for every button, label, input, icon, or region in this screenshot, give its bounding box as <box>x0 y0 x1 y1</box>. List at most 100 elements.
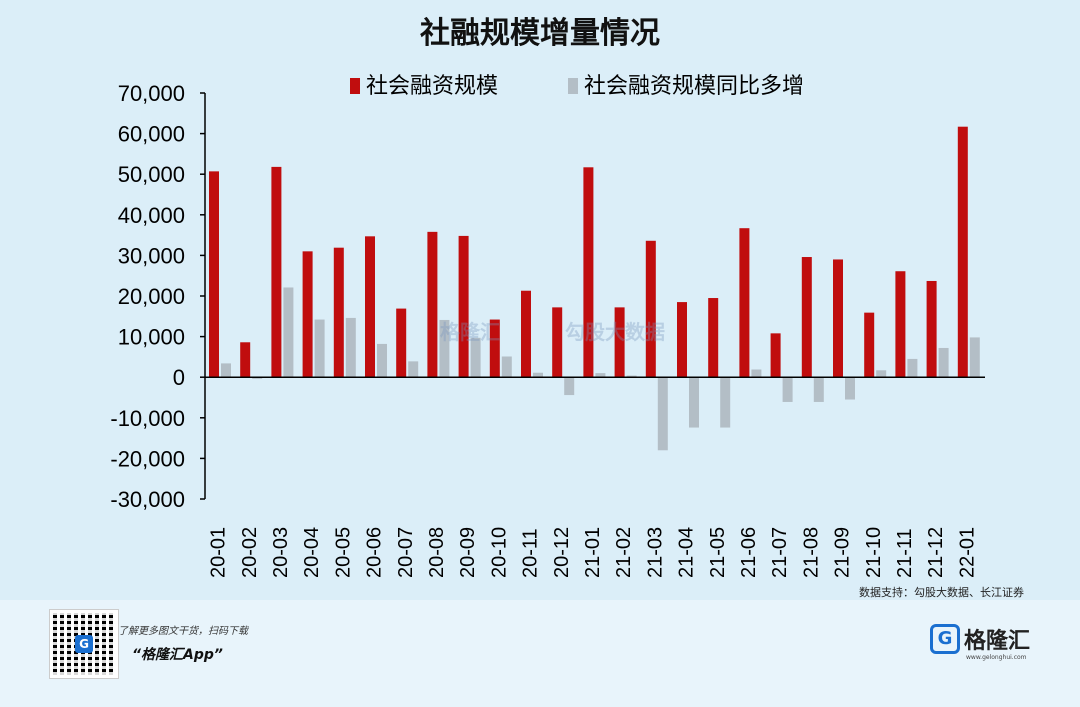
x-tick-label: 20-03 <box>270 527 292 578</box>
bar-yoy-increase <box>345 317 356 378</box>
footer <box>0 600 1080 707</box>
y-tick-label: -10,000 <box>110 406 185 431</box>
bar-yoy-increase <box>252 377 263 379</box>
bar-yoy-increase <box>689 377 699 428</box>
bar-yoy-increase <box>720 377 731 428</box>
x-tick-label: 20-11 <box>520 528 542 578</box>
bar-yoy-increase <box>377 343 387 378</box>
bar-yoy-increase <box>969 337 980 378</box>
bar-social-financing <box>302 251 313 378</box>
bar-yoy-increase <box>938 347 949 378</box>
x-tick-label: 20-07 <box>395 527 417 578</box>
x-tick-label: 21-02 <box>613 527 635 578</box>
bar-yoy-increase <box>595 373 606 378</box>
bar-social-financing <box>365 236 375 378</box>
bar-yoy-increase <box>221 363 231 378</box>
bar-social-financing <box>739 228 750 378</box>
y-tick-label: 30,000 <box>118 243 185 268</box>
legend-label-social-financing: 社会融资规模 <box>366 74 498 99</box>
legend-swatch-yoy-increase <box>568 78 578 94</box>
bar-yoy-increase <box>813 377 824 402</box>
bar-social-financing <box>645 240 656 378</box>
x-tick-label: 20-10 <box>488 527 510 578</box>
x-tick-label: 21-07 <box>769 527 791 578</box>
bar-yoy-increase <box>314 319 325 378</box>
x-tick-label: 20-01 <box>208 527 230 578</box>
brand-url: www.gelonghui.com <box>966 654 1027 661</box>
bar-social-financing <box>677 302 687 378</box>
bar-social-financing <box>458 235 469 378</box>
bar-social-financing <box>583 167 594 378</box>
x-tick-label: 21-04 <box>676 527 698 578</box>
footer-app-name: “格隆汇App” <box>132 647 223 663</box>
bar-social-financing <box>614 307 625 378</box>
x-tick-label: 21-08 <box>800 527 822 578</box>
bar-yoy-increase <box>283 287 294 378</box>
x-tick-label: 21-09 <box>832 527 854 578</box>
x-tick-label: 20-04 <box>301 527 323 578</box>
watermark-gelonghui: 格隆汇 <box>440 320 500 344</box>
watermark-gougu: 勾股大数据 <box>565 320 665 344</box>
bar-yoy-increase <box>876 370 887 378</box>
brand-g-icon: G <box>930 624 960 654</box>
legend-swatch-social-financing <box>350 78 360 94</box>
x-tick-label: 22-01 <box>956 527 978 578</box>
bar-yoy-increase <box>564 377 575 396</box>
bar-social-financing <box>833 259 843 378</box>
x-tick-label: 21-03 <box>644 527 666 578</box>
y-tick-label: 20,000 <box>118 284 185 309</box>
y-tick-label: 40,000 <box>118 203 185 228</box>
x-tick-label: 20-12 <box>551 527 573 578</box>
bar-social-financing <box>895 271 906 378</box>
bar-yoy-increase <box>408 361 419 378</box>
brand-logo: G 格隆汇 <box>930 622 1030 656</box>
qr-logo-icon: G <box>75 635 93 653</box>
bar-yoy-increase <box>751 369 762 378</box>
bar-social-financing <box>396 308 407 378</box>
x-tick-label: 21-11 <box>894 528 916 578</box>
bar-yoy-increase <box>907 358 918 378</box>
y-tick-label: 0 <box>173 365 185 390</box>
x-tick-label: 21-10 <box>863 527 885 578</box>
bar-yoy-increase <box>439 319 450 378</box>
y-tick-label: -20,000 <box>110 446 185 471</box>
x-tick-label: 20-09 <box>457 527 479 578</box>
bar-yoy-increase <box>533 372 543 378</box>
bar-social-financing <box>427 231 438 378</box>
bar-social-financing <box>957 126 968 378</box>
chart-title: 社融规模增量情况 <box>420 16 660 51</box>
bar-social-financing <box>209 171 219 378</box>
y-tick-label: 70,000 <box>118 81 185 106</box>
legend-label-yoy-increase: 社会融资规模同比多增 <box>584 74 804 99</box>
bar-yoy-increase <box>470 337 481 378</box>
qr-code: G <box>50 610 118 678</box>
bar-social-financing <box>271 166 282 378</box>
x-tick-label: 20-08 <box>426 527 448 578</box>
x-tick-label: 20-06 <box>364 527 386 578</box>
bar-social-financing <box>864 312 875 378</box>
bar-yoy-increase <box>782 377 793 402</box>
footer-download-hint: 了解更多图文干货，扫码下载 <box>118 626 248 637</box>
bar-social-financing <box>770 333 781 378</box>
y-tick-label: -30,000 <box>110 487 185 512</box>
y-tick-label: 50,000 <box>118 162 185 187</box>
bar-social-financing <box>552 307 563 378</box>
bar-social-financing <box>801 257 812 378</box>
x-tick-label: 20-02 <box>239 527 261 578</box>
bar-yoy-increase <box>657 377 668 451</box>
x-tick-label: 21-12 <box>925 527 947 578</box>
bar-social-financing <box>333 247 344 378</box>
bar-social-financing <box>521 290 531 378</box>
bar-yoy-increase <box>845 377 855 400</box>
source-note: 数据支持：勾股大数据、长江证券 <box>859 586 1024 599</box>
x-tick-label: 21-06 <box>738 527 760 578</box>
bar-social-financing <box>926 280 937 378</box>
x-tick-label: 21-01 <box>582 527 604 578</box>
bar-social-financing <box>489 319 500 378</box>
bar-yoy-increase <box>501 356 512 378</box>
bar-social-financing <box>240 342 251 378</box>
bar-yoy-increase <box>626 375 637 378</box>
y-tick-label: 10,000 <box>118 325 185 350</box>
x-tick-label: 21-05 <box>707 527 729 578</box>
x-tick-label: 20-05 <box>332 527 354 578</box>
